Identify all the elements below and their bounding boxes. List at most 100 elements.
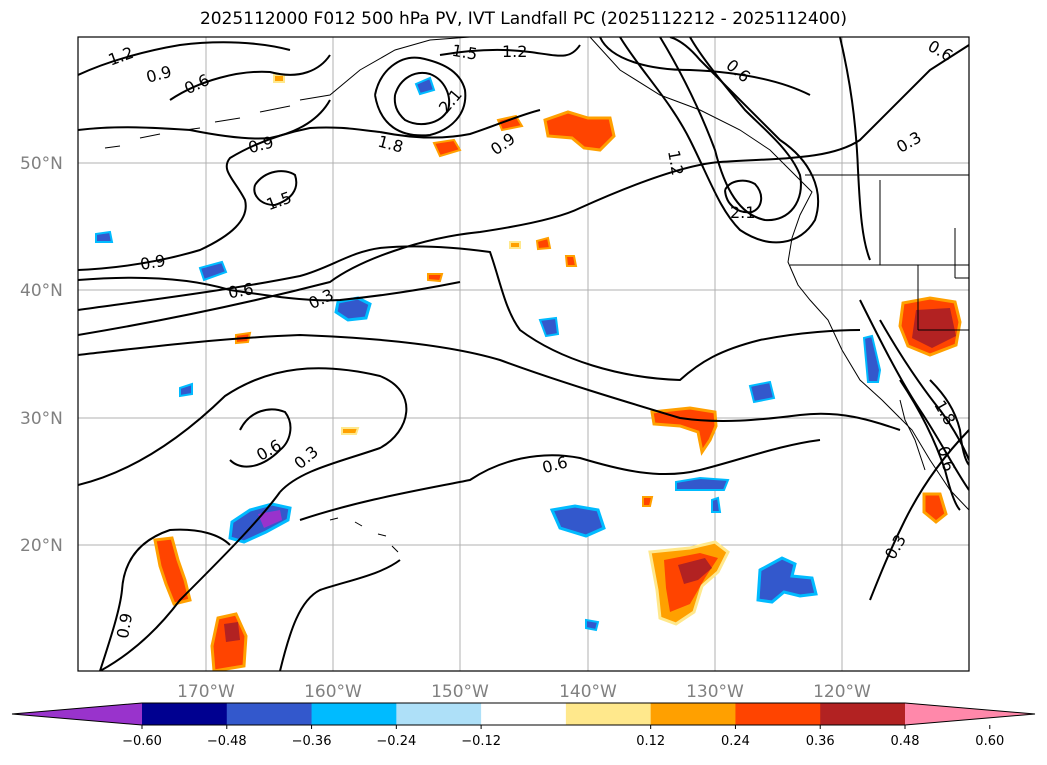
pv-contour-0.3 [99, 491, 281, 671]
lon-label-160w: 160°W [304, 682, 362, 702]
negative-anomaly-blob [748, 380, 776, 404]
lon-label-130w: 130°W [686, 682, 744, 702]
colorbar-tick-label: 0.48 [891, 734, 920, 749]
positive-anomaly-blob [341, 427, 360, 435]
lat-label-40n: 40°N [20, 281, 63, 301]
pv-contour-0.6 [78, 276, 461, 302]
positive-anomaly-blob [153, 536, 192, 606]
pv-contour-0.9 [78, 126, 381, 271]
north-america-coast [589, 37, 969, 511]
lon-label-150w: 150°W [431, 682, 489, 702]
pv-contour-coastal [929, 379, 969, 466]
negative-anomaly-blob [549, 504, 606, 538]
pv-contour-0.6 [99, 528, 231, 671]
lat-label-20n: 20°N [20, 536, 63, 556]
colorbar-segment [142, 703, 228, 725]
positive-anomaly-blob [642, 496, 654, 507]
hawaii-islands [329, 517, 399, 553]
lat-label-50n: 50°N [20, 154, 63, 174]
pv-contour-1.2 [78, 41, 291, 76]
longitude-labels: 170°W 160°W 150°W 140°W 130°W 120°W [177, 682, 871, 702]
positive-anomaly-blob [432, 138, 462, 158]
pv-contour-0.6 [299, 439, 821, 521]
positive-anomaly-blob [535, 236, 552, 251]
contour-label: 0.6 [227, 279, 255, 302]
colorbar-segment [481, 703, 567, 725]
colorbar-tick-label: 0.60 [975, 734, 1004, 749]
contour-label: 0.9 [113, 612, 136, 640]
contour-label: 1.2 [502, 42, 527, 61]
positive-anomaly-blob [210, 612, 248, 671]
colorbar-tick-label: −0.12 [461, 734, 501, 749]
pv-contour-1.5 [253, 170, 298, 207]
pv-contour-0.3 [78, 367, 408, 493]
pv-contour-1.2 [619, 37, 820, 244]
pv-contour-0.3 [78, 245, 861, 382]
colorbar-segment [735, 703, 821, 725]
negative-anomaly-blob [179, 382, 193, 398]
contour-label: 1.2 [664, 149, 687, 177]
colorbar-extend-max [905, 703, 1035, 725]
positive-anomaly-max [678, 558, 712, 584]
negative-anomaly-blob [675, 476, 730, 491]
negative-anomaly-blob [414, 76, 436, 96]
contour-label: 2.1 [730, 203, 755, 222]
pv-contours [78, 37, 969, 671]
lon-label-140w: 140°W [559, 682, 617, 702]
contour-label: 0.9 [139, 251, 167, 274]
pv-contour-0.6 [599, 37, 811, 96]
positive-anomaly-blob [650, 406, 718, 456]
contour-label: 1.5 [450, 41, 478, 64]
colorbar-segment [565, 703, 652, 725]
gridlines [78, 37, 969, 671]
pv-contour-0.6 [169, 54, 331, 101]
negative-anomaly-blob [95, 230, 114, 243]
pv-contour-1.2 [439, 44, 581, 57]
map-panel [78, 37, 969, 671]
colorbar-tick-label: −0.36 [292, 734, 332, 749]
negative-anomaly-blob [756, 556, 818, 604]
colorbar-tick-label: −0.60 [122, 734, 162, 749]
positive-anomaly-blob [496, 114, 524, 132]
positive-anomaly-blob [509, 241, 521, 249]
negative-anomaly-blob [538, 316, 560, 338]
colorbar-tick-label: −0.48 [207, 734, 247, 749]
negative-anomaly-blob [711, 496, 722, 513]
positive-anomaly-blob [922, 492, 948, 524]
pv-contour-0.6 [279, 559, 401, 671]
pv-contour-0.6 [229, 408, 292, 468]
lon-label-120w: 120°W [813, 682, 871, 702]
positive-anomaly-blob [427, 273, 444, 283]
map-title: 2025112000 F012 500 hPa PV, IVT Landfall… [199, 9, 847, 29]
map-frame [77, 36, 970, 672]
positive-anomaly-max [912, 308, 956, 348]
positive-anomaly-blob [543, 110, 616, 152]
negative-anomaly-blob [198, 260, 228, 282]
positive-anomaly-blob [564, 255, 578, 267]
negative-anomaly-max [258, 510, 282, 528]
colorbar-extend-min [12, 703, 142, 725]
coastlines [104, 37, 969, 553]
colorbar-segment [650, 703, 736, 725]
baja-california [899, 399, 926, 471]
pv-contour-coastal [859, 299, 969, 491]
pv-contour-0.6 [899, 379, 961, 511]
negative-anomaly-blob [862, 334, 882, 383]
negative-anomaly-blob [334, 296, 372, 322]
pv-contour-0.3 [78, 44, 969, 336]
lon-label-170w: 170°W [177, 682, 235, 702]
colorbar-ticks: −0.60 −0.48 −0.36 −0.24 −0.12 0.12 0.24 0.36 0.4… [122, 725, 1004, 749]
colorbar-tick-label: −0.24 [376, 734, 416, 749]
alaska-coast [299, 37, 471, 101]
colorbar [11, 702, 1036, 726]
colorbar-segment [396, 703, 482, 725]
aleutian-islands [104, 105, 291, 149]
positive-anomaly-max [224, 622, 240, 642]
pv-contour-0.3 [839, 37, 871, 261]
pv-contour-0.3 [869, 429, 969, 601]
pv-contour-1.8 [393, 72, 450, 126]
pv-contour-0.9 [78, 99, 331, 140]
colorbar-tick-label: 0.12 [636, 734, 665, 749]
colorbar-tick-label: 0.36 [806, 734, 835, 749]
